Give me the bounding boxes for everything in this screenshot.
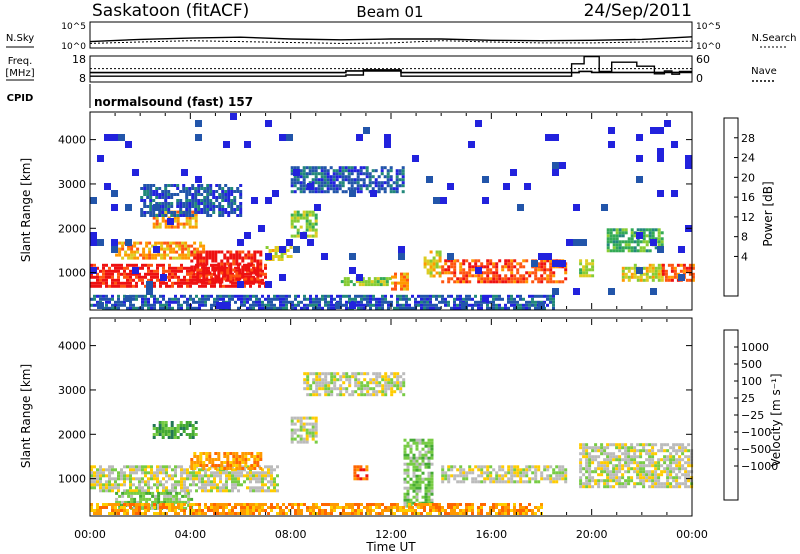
velocity-ytick-label-1: 2000: [58, 428, 86, 441]
cpid-mode-label: normalsound (fast) 157: [94, 95, 253, 109]
velocity-colorbar-tick-6: −500: [741, 443, 771, 456]
power-region-3: [190, 250, 263, 284]
velocity-colorbar-label: Velocity [m s⁻¹]: [769, 373, 783, 466]
power-region-7: [391, 272, 409, 291]
power-region-17: [90, 113, 692, 309]
velocity-ytick-label-0: 1000: [58, 473, 86, 486]
freq-left-label-line1: Freq.: [8, 56, 33, 67]
noise-left-tick-top: 10^5: [61, 22, 86, 32]
freq-left-label-line2: [MHz]: [5, 68, 34, 79]
noise-right-label: N.Search: [751, 33, 796, 44]
noise-right-tick-bottom: 10^0: [696, 42, 721, 52]
power-region-6: [340, 277, 392, 287]
velocity-colorbar-tick-0: 1000: [741, 341, 769, 354]
power-ytick-label-2: 3000: [58, 178, 86, 191]
velocity-colorbar-tick-5: −100: [741, 426, 771, 439]
time-tick-label-1: 04:00: [174, 528, 206, 541]
power-ytick-label-0: 1000: [58, 267, 86, 280]
x-axis-label: Time UT: [365, 540, 416, 554]
power-region-11: [606, 228, 664, 253]
velocity-region-10: [303, 372, 406, 397]
velocity-colorbar-tick-4: −25: [741, 409, 764, 422]
velocity-region-2: [152, 421, 198, 439]
cpid-label: CPID: [7, 93, 34, 104]
date-label: 24/Sep/2011: [584, 1, 692, 21]
power-colorbar-tick-1: 24: [741, 152, 755, 165]
power-region-8: [423, 250, 442, 278]
power-region-5: [290, 210, 318, 238]
nave-series: [90, 55, 692, 77]
frequency-panel: Freq. [MHz] 18 8 60 0 Nave CPID: [5, 53, 776, 104]
power-colorbar-tick-5: 8: [741, 231, 748, 244]
velocity-colorbar-tick-1: 500: [741, 358, 762, 371]
velocity-ytick-label-3: 4000: [58, 340, 86, 353]
velocity-colorbar-tick-3: 25: [741, 392, 755, 405]
station-title: Saskatoon (fitACF): [92, 1, 249, 21]
noise-panel: 10^5 10^0 10^5 10^0 N.Sky N.Search: [6, 21, 797, 52]
velocity-region-9: [90, 503, 543, 515]
power-ytick-label-3: 4000: [58, 134, 86, 147]
nave-right-tick-bottom: 0: [696, 72, 703, 85]
power-region-10: [579, 259, 595, 278]
power-panel: 1000 2000 3000 4000 Slant Range [km] 28 24 20…: [19, 111, 775, 311]
power-region-9: [441, 259, 568, 284]
velocity-region-0: [90, 465, 279, 493]
power-colorbar-tick-6: 4: [741, 250, 748, 263]
noise-left-tick-bottom: 10^0: [61, 42, 86, 52]
velocity-ytick-label-2: 3000: [58, 384, 86, 397]
freq-left-tick-bottom: 8: [79, 72, 86, 85]
velocity-region-6: [403, 438, 434, 508]
nave-label: Nave: [751, 66, 777, 77]
velocity-region-4: [290, 416, 318, 444]
velocity-region-1: [190, 452, 263, 470]
power-region-16: [290, 166, 405, 194]
power-colorbar-tick-0: 28: [741, 132, 755, 145]
power-colorbar-tick-3: 16: [741, 191, 755, 204]
noise-series-0: [89, 36, 693, 43]
velocity-region-8: [579, 443, 694, 489]
noise-left-label: N.Sky: [6, 33, 34, 44]
nave-right-tick-top: 60: [696, 53, 710, 66]
velocity-panel: 1000 2000 3000 4000 Slant Range [km] 1000 50…: [19, 317, 783, 554]
time-tick-label-6: 00:00: [676, 528, 708, 541]
noise-right-tick-top: 10^5: [696, 22, 721, 32]
time-tick-label-2: 08:00: [275, 528, 307, 541]
velocity-region-7: [441, 465, 568, 484]
velocity-y-axis-label: Slant Range [km]: [19, 364, 33, 468]
power-colorbar-tick-2: 20: [741, 171, 755, 184]
time-tick-label-5: 20:00: [576, 528, 608, 541]
time-tick-label-3: 12:00: [375, 528, 407, 541]
velocity-region-5: [353, 465, 369, 481]
power-colorbar-label: Power [dB]: [761, 181, 775, 246]
freq-left-tick-top: 18: [72, 53, 86, 66]
power-y-axis-label: Slant Range [km]: [19, 158, 33, 262]
power-ytick-label-1: 2000: [58, 222, 86, 235]
beam-label: Beam 01: [356, 3, 423, 21]
power-colorbar-tick-4: 12: [741, 211, 755, 224]
noise-series-1: [89, 40, 693, 44]
time-tick-label-4: 16:00: [475, 528, 507, 541]
frequency-series: [90, 70, 692, 74]
time-tick-label-0: 00:00: [74, 528, 106, 541]
velocity-colorbar-tick-2: 100: [741, 375, 762, 388]
power-region-15: [140, 184, 243, 217]
velocity-colorbar-tick-7: −1000: [741, 460, 778, 473]
